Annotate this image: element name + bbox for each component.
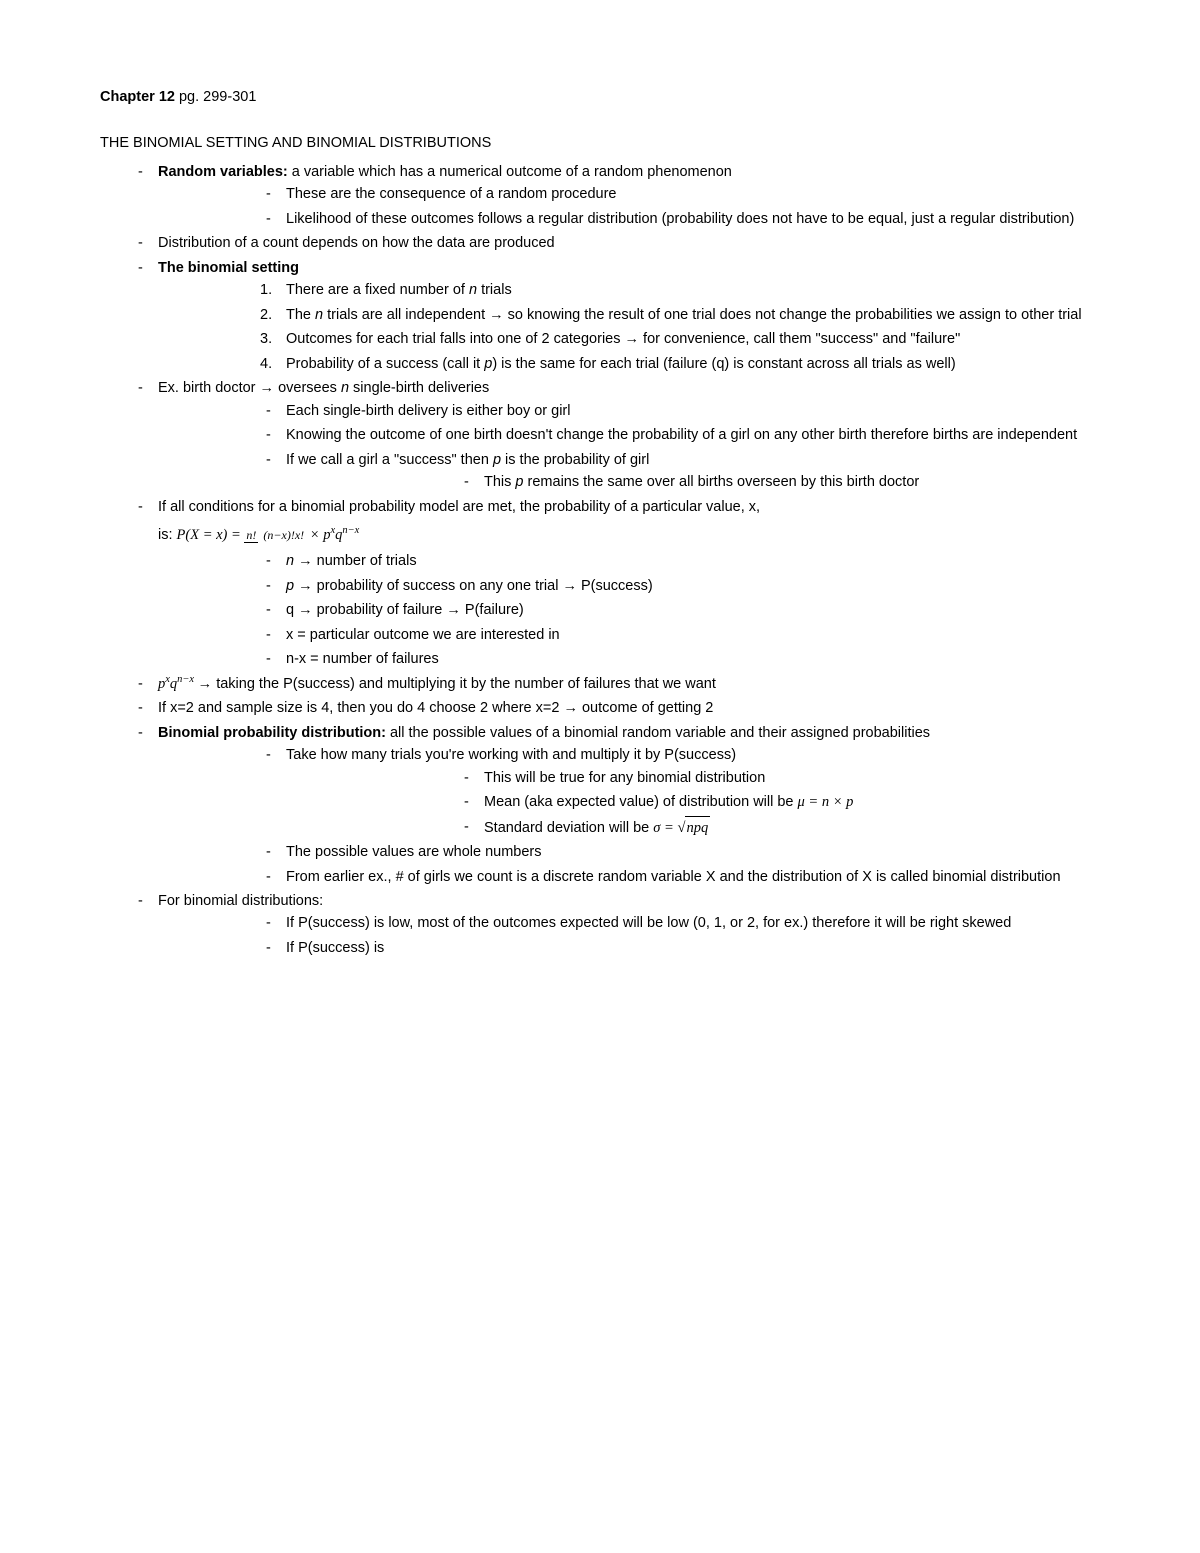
text: is the probability of girl — [501, 452, 649, 468]
text: Probability of a success (call it — [286, 356, 484, 372]
times: × — [310, 527, 323, 543]
formula-lhs: P(X = x) = — [177, 527, 245, 543]
text: Standard deviation will be — [484, 820, 653, 836]
list-item: Mean (aka expected value) of distributio… — [484, 791, 1100, 813]
list-item: Distribution of a count depends on how t… — [158, 232, 1100, 254]
formula-mean: μ = n × p — [798, 794, 854, 810]
outline-root: Random variables: a variable which has a… — [100, 161, 1100, 959]
var-n: n — [315, 307, 323, 323]
exp-nx: n−x — [342, 525, 359, 536]
term-label: Binomial probability distribution: — [158, 725, 386, 741]
list-item: If all conditions for a binomial probabi… — [158, 496, 1100, 671]
exp-nx: n−x — [177, 674, 194, 685]
list-item: If x=2 and sample size is 4, then you do… — [158, 697, 1100, 719]
sqrt: npq — [677, 816, 710, 839]
term-label: Random variables: — [158, 164, 288, 180]
list-item: The n trials are all independent → so kn… — [286, 304, 1100, 326]
text: → number of trials — [294, 553, 417, 569]
term-def: all the possible values of a binomial ra… — [386, 725, 930, 741]
list-item: Likelihood of these outcomes follows a r… — [286, 208, 1100, 230]
list-item: p → probability of success on any one tr… — [286, 575, 1100, 597]
list-item: Knowing the outcome of one birth doesn't… — [286, 424, 1100, 446]
fraction: n! (n−x)!x! — [244, 529, 306, 542]
list-item: Ex. birth doctor → oversees n single-bir… — [158, 377, 1100, 493]
var-n: n — [341, 380, 349, 396]
text: This — [484, 474, 515, 490]
numerator: n! — [244, 528, 258, 543]
text: → probability of success on any one tria… — [294, 578, 653, 594]
text: If we call a girl a "success" then — [286, 452, 493, 468]
text: trials — [477, 282, 512, 298]
text: ) is the same for each trial (failure (q… — [492, 356, 955, 372]
list-item: If P(success) is — [286, 937, 1100, 959]
list-item: Standard deviation will be σ = npq — [484, 816, 1100, 839]
text: remains the same over all births oversee… — [524, 474, 920, 490]
var-n: n — [286, 553, 294, 569]
text: For binomial distributions: — [158, 893, 323, 909]
term-def: a variable which has a numerical outcome… — [288, 164, 732, 180]
list-item: Each single-birth delivery is either boy… — [286, 400, 1100, 422]
chapter-header: Chapter 12 pg. 299-301 — [100, 86, 1100, 108]
formula: P(X = x) = n! (n−x)!x! × pxqn−x — [177, 527, 360, 543]
list-item: There are a fixed number of n trials — [286, 279, 1100, 301]
var-p: p — [493, 452, 501, 468]
list-item: n → number of trials — [286, 550, 1100, 572]
sigma: σ = — [653, 820, 677, 836]
list-item: n-x = number of failures — [286, 648, 1100, 670]
list-item: pxqn−x → taking the P(success) and multi… — [158, 673, 1100, 695]
text: Ex. birth doctor → oversees — [158, 380, 341, 396]
var-p: p — [515, 474, 523, 490]
list-item: If P(success) is low, most of the outcom… — [286, 912, 1100, 934]
text: trials are all independent → so knowing … — [323, 307, 1081, 323]
var-p: p — [286, 578, 294, 594]
text: The — [286, 307, 315, 323]
list-item: These are the consequence of a random pr… — [286, 183, 1100, 205]
list-item: The binomial setting There are a fixed n… — [158, 257, 1100, 375]
var-n: n — [469, 282, 477, 298]
formula: pxqn−x — [158, 676, 198, 692]
text: Take how many trials you're working with… — [286, 747, 736, 763]
term-label: The binomial setting — [158, 260, 299, 276]
list-item: This will be true for any binomial distr… — [484, 767, 1100, 789]
text: There are a fixed number of — [286, 282, 469, 298]
page-ref: pg. 299-301 — [175, 89, 256, 105]
section-title: THE BINOMIAL SETTING AND BINOMIAL DISTRI… — [100, 132, 1100, 154]
list-item: If we call a girl a "success" then p is … — [286, 449, 1100, 494]
list-item: Probability of a success (call it p) is … — [286, 353, 1100, 375]
formula-sd: σ = npq — [653, 820, 710, 836]
list-item: Outcomes for each trial falls into one o… — [286, 328, 1100, 350]
text: is: — [158, 527, 177, 543]
list-item: This p remains the same over all births … — [484, 471, 1100, 493]
list-item: x = particular outcome we are interested… — [286, 624, 1100, 646]
list-item: q → probability of failure → P(failure) — [286, 599, 1100, 621]
text: single-birth deliveries — [349, 380, 489, 396]
list-item: Binomial probability distribution: all t… — [158, 722, 1100, 888]
list-item: The possible values are whole numbers — [286, 841, 1100, 863]
list-item: For binomial distributions: If P(success… — [158, 890, 1100, 959]
chapter-label: Chapter 12 — [100, 89, 175, 105]
denominator: (n−x)!x! — [261, 528, 306, 542]
text: Mean (aka expected value) of distributio… — [484, 794, 798, 810]
text: If all conditions for a binomial probabi… — [158, 499, 760, 515]
list-item: From earlier ex., # of girls we count is… — [286, 866, 1100, 888]
list-item: Random variables: a variable which has a… — [158, 161, 1100, 230]
text: → taking the P(success) and multiplying … — [198, 676, 716, 692]
list-item: Take how many trials you're working with… — [286, 744, 1100, 839]
radicand: npq — [685, 816, 710, 839]
